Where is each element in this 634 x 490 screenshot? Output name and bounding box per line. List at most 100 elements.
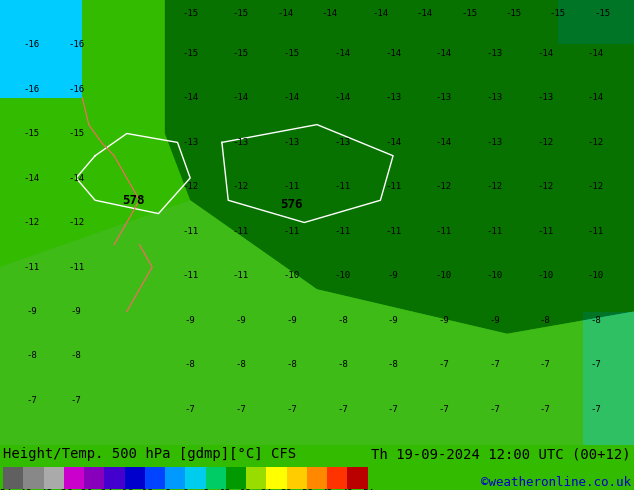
Text: -14: -14 (436, 49, 452, 58)
Text: -12: -12 (436, 182, 452, 192)
Text: -10: -10 (334, 271, 351, 280)
Text: -14: -14 (588, 49, 604, 58)
Text: -16: -16 (68, 84, 84, 94)
Text: -14: -14 (182, 94, 198, 102)
Bar (287, 466, 307, 489)
Bar (3, 466, 23, 489)
Text: 578: 578 (122, 194, 145, 207)
Text: -13: -13 (233, 138, 249, 147)
Text: Th 19-09-2024 12:00 UTC (00+12): Th 19-09-2024 12:00 UTC (00+12) (371, 447, 631, 461)
Text: -11: -11 (486, 227, 503, 236)
Text: -30: -30 (75, 489, 93, 490)
Text: -7: -7 (540, 361, 550, 369)
Text: -9: -9 (185, 316, 195, 325)
Text: -7: -7 (540, 405, 550, 414)
Text: -10: -10 (588, 271, 604, 280)
Text: -13: -13 (486, 49, 503, 58)
Bar (145, 466, 165, 489)
Text: -11: -11 (233, 227, 249, 236)
Text: -7: -7 (591, 361, 601, 369)
Text: -13: -13 (486, 138, 503, 147)
Bar (23, 466, 44, 489)
Text: -15: -15 (233, 49, 249, 58)
Text: -9: -9 (236, 316, 246, 325)
Text: -8: -8 (388, 361, 398, 369)
Text: -8: -8 (337, 316, 347, 325)
Text: -15: -15 (23, 129, 40, 138)
Polygon shape (583, 312, 634, 445)
Text: -14: -14 (417, 9, 433, 18)
Text: 18: 18 (240, 489, 252, 490)
Text: 30: 30 (281, 489, 292, 490)
Text: -14: -14 (68, 173, 84, 182)
Text: -13: -13 (537, 94, 553, 102)
Text: -11: -11 (537, 227, 553, 236)
Text: -11: -11 (588, 227, 604, 236)
Text: -8: -8 (71, 351, 81, 361)
Text: -14: -14 (436, 138, 452, 147)
Text: -10: -10 (436, 271, 452, 280)
Text: -15: -15 (461, 9, 477, 18)
Text: -14: -14 (372, 9, 389, 18)
Text: ©weatheronline.co.uk: ©weatheronline.co.uk (481, 476, 631, 489)
Bar (205, 466, 226, 489)
Text: -11: -11 (334, 227, 351, 236)
Text: -13: -13 (436, 94, 452, 102)
Text: -16: -16 (23, 84, 40, 94)
Text: -7: -7 (337, 405, 347, 414)
Text: -11: -11 (283, 182, 300, 192)
Text: -13: -13 (334, 138, 351, 147)
Bar (125, 466, 145, 489)
Text: -13: -13 (385, 94, 401, 102)
Text: -8: -8 (185, 361, 195, 369)
Text: -14: -14 (537, 49, 553, 58)
Text: -48: -48 (15, 489, 32, 490)
Text: -12: -12 (23, 218, 40, 227)
Text: Height/Temp. 500 hPa [gdmp][°C] CFS: Height/Temp. 500 hPa [gdmp][°C] CFS (3, 447, 296, 461)
Text: -8: -8 (236, 361, 246, 369)
Text: -15: -15 (233, 9, 249, 18)
Text: -11: -11 (68, 263, 84, 271)
Text: -8: -8 (540, 316, 550, 325)
Text: -7: -7 (27, 396, 37, 405)
Text: -54: -54 (0, 489, 12, 490)
Text: 54: 54 (362, 489, 373, 490)
Text: -15: -15 (550, 9, 566, 18)
Text: -13: -13 (283, 138, 300, 147)
Text: -7: -7 (388, 405, 398, 414)
Text: -7: -7 (439, 361, 449, 369)
Text: -11: -11 (283, 227, 300, 236)
Bar (347, 466, 368, 489)
Text: -11: -11 (385, 227, 401, 236)
Text: -11: -11 (23, 263, 40, 271)
Bar (185, 466, 205, 489)
Text: -13: -13 (182, 138, 198, 147)
Text: -9: -9 (489, 316, 500, 325)
Text: -10: -10 (537, 271, 553, 280)
Polygon shape (558, 0, 634, 45)
Bar (44, 466, 64, 489)
Text: -12: -12 (68, 218, 84, 227)
Text: 0: 0 (183, 489, 188, 490)
Text: -15: -15 (594, 9, 611, 18)
Text: -7: -7 (439, 405, 449, 414)
Text: -7: -7 (489, 361, 500, 369)
Text: -8: -8 (337, 361, 347, 369)
Text: -36: -36 (55, 489, 73, 490)
Polygon shape (165, 0, 634, 334)
Text: -6: -6 (159, 489, 171, 490)
Text: -9: -9 (388, 271, 398, 280)
Text: -12: -12 (537, 138, 553, 147)
Text: -24: -24 (96, 489, 113, 490)
Text: -11: -11 (233, 271, 249, 280)
Bar (165, 466, 185, 489)
Bar (307, 466, 327, 489)
Text: -12: -12 (537, 182, 553, 192)
Text: -16: -16 (68, 40, 84, 49)
Text: 576: 576 (280, 198, 303, 211)
Text: -11: -11 (436, 227, 452, 236)
Text: 12: 12 (220, 489, 232, 490)
Text: -10: -10 (486, 271, 503, 280)
Text: -14: -14 (385, 49, 401, 58)
Bar (246, 466, 266, 489)
